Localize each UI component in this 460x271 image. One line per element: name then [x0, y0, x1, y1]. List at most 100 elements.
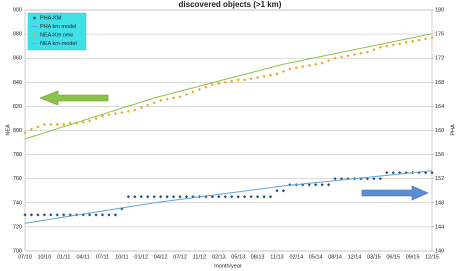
- legend-swatch: [32, 33, 37, 37]
- y2-tick-label: 164: [435, 104, 444, 110]
- data-point: [255, 195, 260, 199]
- x-tick-label: 10/11: [115, 254, 128, 260]
- data-point: [139, 106, 143, 110]
- data-point: [55, 213, 59, 217]
- x-tick-label: 01/12: [134, 254, 148, 260]
- data-point: [184, 195, 189, 199]
- data-point: [307, 183, 311, 187]
- data-point: [36, 213, 40, 217]
- data-point: [146, 103, 150, 107]
- y-tick-label: 720: [13, 224, 22, 230]
- data-point: [236, 78, 240, 82]
- plot-area: 700 720 740 760 780 800 820 840 860 880 900 140 144 1…: [13, 7, 444, 260]
- data-point: [178, 95, 182, 99]
- data-point: [62, 122, 66, 127]
- legend-label: NEA km-model: [40, 41, 77, 47]
- data-point: [333, 56, 337, 60]
- y2-tick-label: 176: [435, 32, 444, 38]
- data-point: [391, 43, 395, 47]
- y2-tick-label: 168: [435, 80, 444, 86]
- data-point: [236, 195, 240, 199]
- data-point: [262, 195, 266, 199]
- data-point: [23, 131, 27, 135]
- data-point: [385, 171, 389, 175]
- x-tick-label: 04/12: [154, 254, 168, 260]
- data-point: [223, 80, 227, 84]
- data-point: [146, 195, 150, 199]
- legend-swatch: [32, 16, 37, 20]
- x-tick-label: 02/14: [289, 254, 303, 260]
- x-tick-label: 05/14: [309, 254, 323, 260]
- data-point: [275, 189, 279, 193]
- y-tick-label: 700: [13, 248, 22, 254]
- data-point: [152, 101, 156, 105]
- legend-label: PHA km model: [40, 24, 76, 30]
- data-point: [23, 213, 27, 217]
- x-tick-label: 04/11: [76, 254, 89, 260]
- legend-label: NEA-Km new: [40, 32, 73, 38]
- data-point: [365, 50, 369, 54]
- data-point: [165, 97, 169, 101]
- data-point: [268, 195, 273, 199]
- data-point: [217, 81, 221, 86]
- data-point: [184, 92, 189, 96]
- data-point: [262, 74, 266, 78]
- data-point: [42, 213, 46, 217]
- data-point: [359, 51, 363, 55]
- data-point: [327, 183, 331, 187]
- data-point: [159, 195, 163, 199]
- data-point: [29, 213, 34, 217]
- data-point: [352, 52, 357, 57]
- data-point: [29, 127, 34, 131]
- data-point: [100, 213, 105, 217]
- data-point: [113, 112, 118, 116]
- data-point: [152, 195, 156, 199]
- y-axis-title: NEA: [5, 124, 11, 136]
- data-point: [243, 195, 247, 199]
- data-point: [88, 119, 92, 123]
- x-tick-label: 12/15: [425, 254, 439, 260]
- data-point: [385, 44, 389, 48]
- data-point: [339, 55, 344, 59]
- data-point: [88, 213, 92, 217]
- series-line: [24, 170, 433, 224]
- data-point: [301, 65, 305, 69]
- x-tick-label: 09/15: [406, 254, 420, 260]
- data-point: [378, 45, 382, 49]
- x-tick-label: 11/13: [270, 254, 283, 260]
- data-point: [42, 122, 46, 127]
- data-point: [391, 171, 395, 175]
- x-tick-label: 10/10: [37, 254, 51, 260]
- y2-tick-label: 148: [435, 200, 444, 206]
- data-point: [249, 195, 253, 199]
- data-point: [94, 213, 98, 217]
- data-point: [107, 213, 111, 217]
- data-point: [165, 195, 169, 199]
- data-point: [204, 85, 208, 89]
- arrow-left: [39, 90, 109, 106]
- data-point: [139, 195, 143, 199]
- x-tick-label: 02/13: [212, 254, 226, 260]
- x-tick-label: 01/11: [57, 254, 70, 260]
- x-tick-label: 05/13: [231, 254, 245, 260]
- data-point: [404, 171, 408, 175]
- data-point: [191, 90, 195, 94]
- data-point: [294, 66, 298, 70]
- data-point: [281, 69, 286, 74]
- y2-tick-label: 140: [435, 248, 444, 254]
- data-point: [372, 177, 376, 181]
- data-point: [314, 183, 318, 187]
- y-tick-label: 820: [13, 104, 22, 110]
- data-point: [398, 42, 402, 46]
- data-point: [327, 59, 331, 63]
- data-point: [133, 108, 137, 112]
- data-point: [107, 113, 111, 117]
- data-point: [159, 98, 163, 102]
- data-point: [288, 67, 292, 71]
- legend-label: PHA-KM: [40, 15, 62, 21]
- data-point: [249, 77, 253, 81]
- data-point: [230, 79, 234, 83]
- data-point: [339, 177, 344, 181]
- data-point: [126, 109, 130, 113]
- x-tick-label: 07/10: [18, 254, 32, 260]
